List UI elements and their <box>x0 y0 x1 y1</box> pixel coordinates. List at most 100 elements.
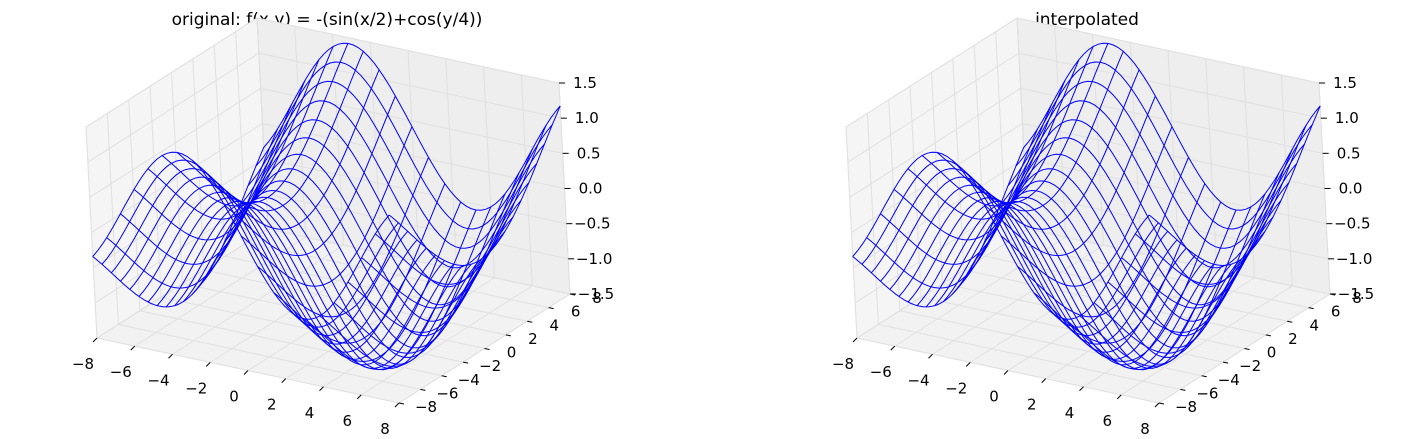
wire-line-y <box>304 209 477 371</box>
z-tick-label: 0.0 <box>1339 180 1363 198</box>
grid-line <box>845 17 1018 128</box>
x-tick <box>319 386 324 392</box>
z-tick-label: 1.0 <box>575 109 599 127</box>
y-tick-label: 0 <box>1267 344 1277 362</box>
y-tick-label: −6 <box>1196 384 1218 402</box>
wire-line-y <box>176 43 349 204</box>
wire-line-y <box>333 193 506 354</box>
x-tick-label: 0 <box>989 388 999 406</box>
wire-line-y <box>907 59 1080 220</box>
x-tick-label: −4 <box>907 371 929 389</box>
wire-line-y <box>880 104 1052 265</box>
y-tick-label: −8 <box>415 398 437 416</box>
grid-line <box>262 123 565 189</box>
wire-line-y <box>1000 126 1173 287</box>
wire-line-y <box>866 128 1039 289</box>
axes <box>92 82 576 408</box>
x-tick <box>1003 370 1009 375</box>
z-tick-label: 0.5 <box>1337 144 1361 162</box>
x-tick <box>281 378 287 383</box>
wire-line-y <box>240 126 413 287</box>
grid-line <box>323 277 495 388</box>
wire-line-y <box>951 51 1124 212</box>
x-tick-label: −4 <box>147 371 169 389</box>
grid-line <box>853 158 1025 269</box>
y-tick-label: 8 <box>592 289 602 307</box>
y-tick <box>1223 361 1229 364</box>
axes <box>852 82 1336 408</box>
grid-line <box>847 52 1020 163</box>
wire-line-y <box>273 183 446 344</box>
wire-line-y <box>984 95 1156 257</box>
grid-line <box>258 52 561 119</box>
wire-line-y <box>224 95 396 257</box>
grid-line <box>182 283 485 349</box>
wire-line-y <box>1148 105 1321 267</box>
wire-line-y <box>257 157 429 318</box>
wire-line-y <box>289 201 462 363</box>
x-tick <box>243 370 249 375</box>
x-tick <box>1154 402 1160 408</box>
x-tick <box>205 362 211 367</box>
wire-line-y <box>1134 124 1307 285</box>
y-tick-label: 4 <box>1309 316 1319 334</box>
y-tick <box>420 388 426 391</box>
wire-line-y <box>147 59 320 220</box>
x-tick-label: −2 <box>185 379 207 397</box>
y-tick <box>441 375 447 378</box>
grid-line <box>1016 17 1320 84</box>
wire-line-y <box>1064 209 1237 371</box>
wire-line-y <box>1107 172 1280 334</box>
x-tick <box>394 402 400 408</box>
z-tick-label: 1.5 <box>573 74 597 92</box>
chart-title: interpolated <box>1035 10 1139 30</box>
y-tick <box>1287 320 1293 323</box>
y-tick-label: 6 <box>1331 303 1341 321</box>
z-tick-label: −1.5 <box>578 285 614 303</box>
grid-line <box>89 87 261 198</box>
grid-line <box>360 285 533 396</box>
x-tick-label: 8 <box>1140 420 1150 438</box>
wire-line-y <box>936 43 1109 204</box>
x-tick-label: −8 <box>72 355 94 373</box>
surface-wireframe <box>92 42 561 371</box>
wire-line-y <box>207 69 380 230</box>
x-tick <box>852 337 858 343</box>
x-tick <box>1079 386 1084 392</box>
z-tick-label: 1.0 <box>1335 109 1359 127</box>
z-tick-label: 0.0 <box>579 180 603 198</box>
y-tick <box>1158 402 1165 405</box>
y-tick <box>548 307 554 310</box>
wire-line-y <box>92 147 265 308</box>
wire-line-y <box>1079 206 1252 367</box>
grid-line <box>1120 285 1293 396</box>
z-tick-label: −0.5 <box>1334 215 1370 233</box>
x-tick-label: −8 <box>832 355 854 373</box>
wire-line-y <box>319 206 492 367</box>
y-tick-label: 8 <box>1352 289 1362 307</box>
grid-line <box>87 52 260 163</box>
x-tick <box>356 394 362 400</box>
grid-line <box>267 228 571 295</box>
x-tick <box>890 345 896 351</box>
wire-line-y <box>1033 183 1206 344</box>
x-tick-label: 2 <box>1027 396 1037 414</box>
x-tick <box>928 353 933 359</box>
surface-wireframe <box>852 42 1321 371</box>
grid-line <box>1018 52 1321 119</box>
y-tick-label: 0 <box>507 344 517 362</box>
wire-line-y <box>852 147 1025 308</box>
grid-line <box>85 17 258 128</box>
y-tick <box>463 361 469 364</box>
grid-line <box>1045 269 1218 380</box>
grid-line <box>285 269 458 380</box>
y-tick <box>505 334 511 337</box>
z-tick-label: 1.5 <box>1333 74 1357 92</box>
x-tick <box>92 337 98 343</box>
y-tick-label: 4 <box>549 316 559 334</box>
grid-line <box>1027 228 1331 295</box>
wire-line-y <box>1017 157 1189 318</box>
chart-title: original: f(x,y) = -(sin(x/2)+cos(y/4)) <box>172 10 483 30</box>
grid-lines <box>85 17 571 404</box>
